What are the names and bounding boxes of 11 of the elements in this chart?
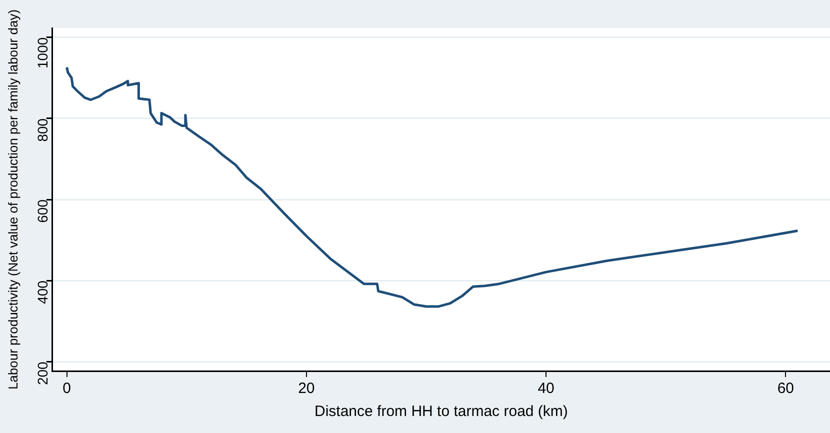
x-tick-label: 60 xyxy=(777,380,794,398)
x-tick-label: 0 xyxy=(62,380,71,398)
y-tick-label: 800 xyxy=(34,118,50,142)
y-axis-title: Labour productivity (Net value of production per family labour day) xyxy=(5,9,20,390)
y-tick-label: 400 xyxy=(34,280,50,304)
x-tick-label: 20 xyxy=(298,380,315,398)
y-tick-label: 1000 xyxy=(34,37,50,68)
y-tick-label: 600 xyxy=(34,199,50,223)
y-tick-label: 200 xyxy=(34,361,50,386)
x-tick-label: 40 xyxy=(538,380,554,398)
x-axis-title: Distance from HH to tarmac road (km) xyxy=(314,403,568,420)
